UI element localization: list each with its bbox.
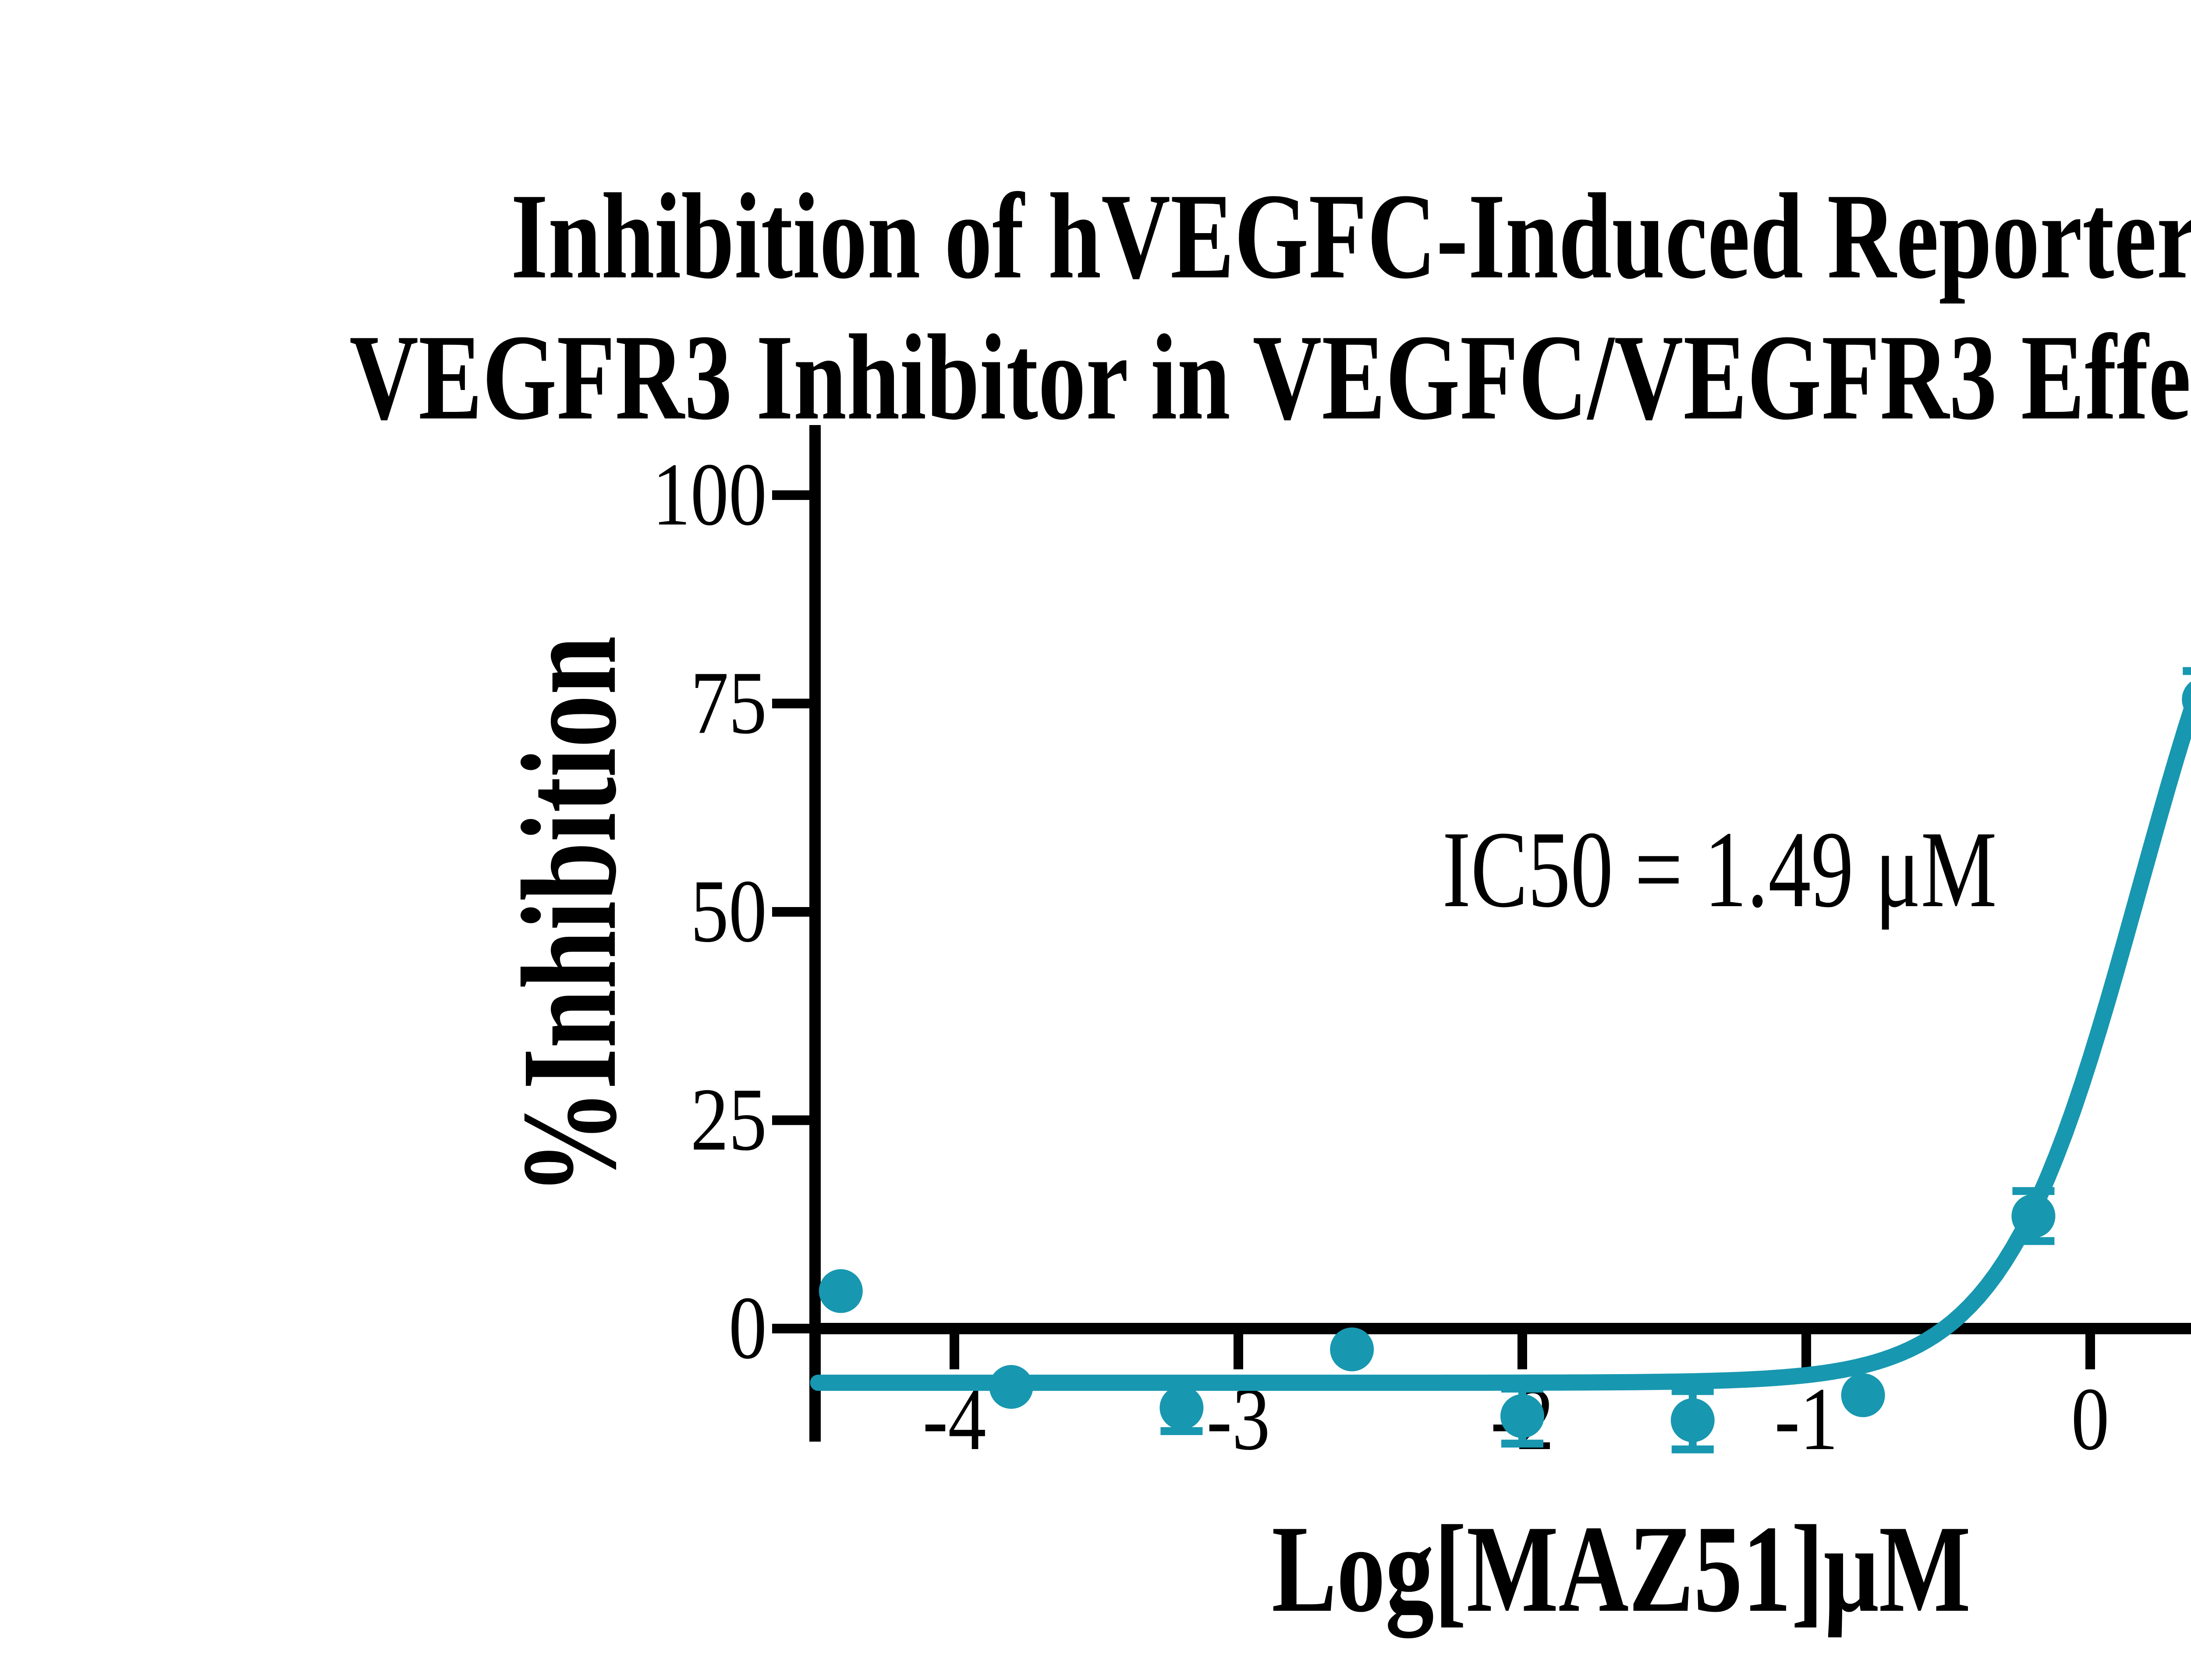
- y-axis-tick-label: 0: [729, 1278, 767, 1378]
- x-axis-title: Log[MAZ51]μM: [1161, 1496, 2081, 1641]
- data-point: [2182, 681, 2191, 717]
- chart-title-line2: VEGFR3 Inhibitor in VEGFC/VEGFR3 Effecto…: [349, 309, 2191, 445]
- ic50-annotation-text: IC50 = 1.49 μM: [1442, 809, 1997, 930]
- data-point: [1330, 1327, 1374, 1372]
- data-point: [1670, 1398, 1715, 1443]
- y-axis-tick-label: 100: [652, 445, 767, 544]
- ic50-annotation: IC50 = 1.49 μM: [1259, 804, 2180, 936]
- chart-title: Inhibition of hVEGFC-Induced Reporter Ac…: [0, 166, 2191, 448]
- x-axis-title-text: Log[MAZ51]μM: [1272, 1499, 1971, 1638]
- x-axis-tick-label: 0: [2071, 1369, 2109, 1469]
- data-point: [1841, 1373, 1885, 1418]
- chart-title-line1: Inhibition of hVEGFC-Induced Reporter Ac…: [511, 168, 2191, 304]
- y-axis-tick-label: 25: [691, 1070, 767, 1169]
- y-axis-tick-label: 50: [691, 861, 767, 961]
- data-point: [2011, 1194, 2056, 1238]
- data-point: [1500, 1394, 1544, 1438]
- data-point: [1159, 1386, 1204, 1430]
- y-axis-tick-label: 75: [691, 653, 767, 752]
- fit-curve: [810, 685, 2191, 1391]
- x-axis-tick-label: -1: [1774, 1369, 1838, 1469]
- data-point: [989, 1365, 1033, 1409]
- data-point: [819, 1269, 863, 1313]
